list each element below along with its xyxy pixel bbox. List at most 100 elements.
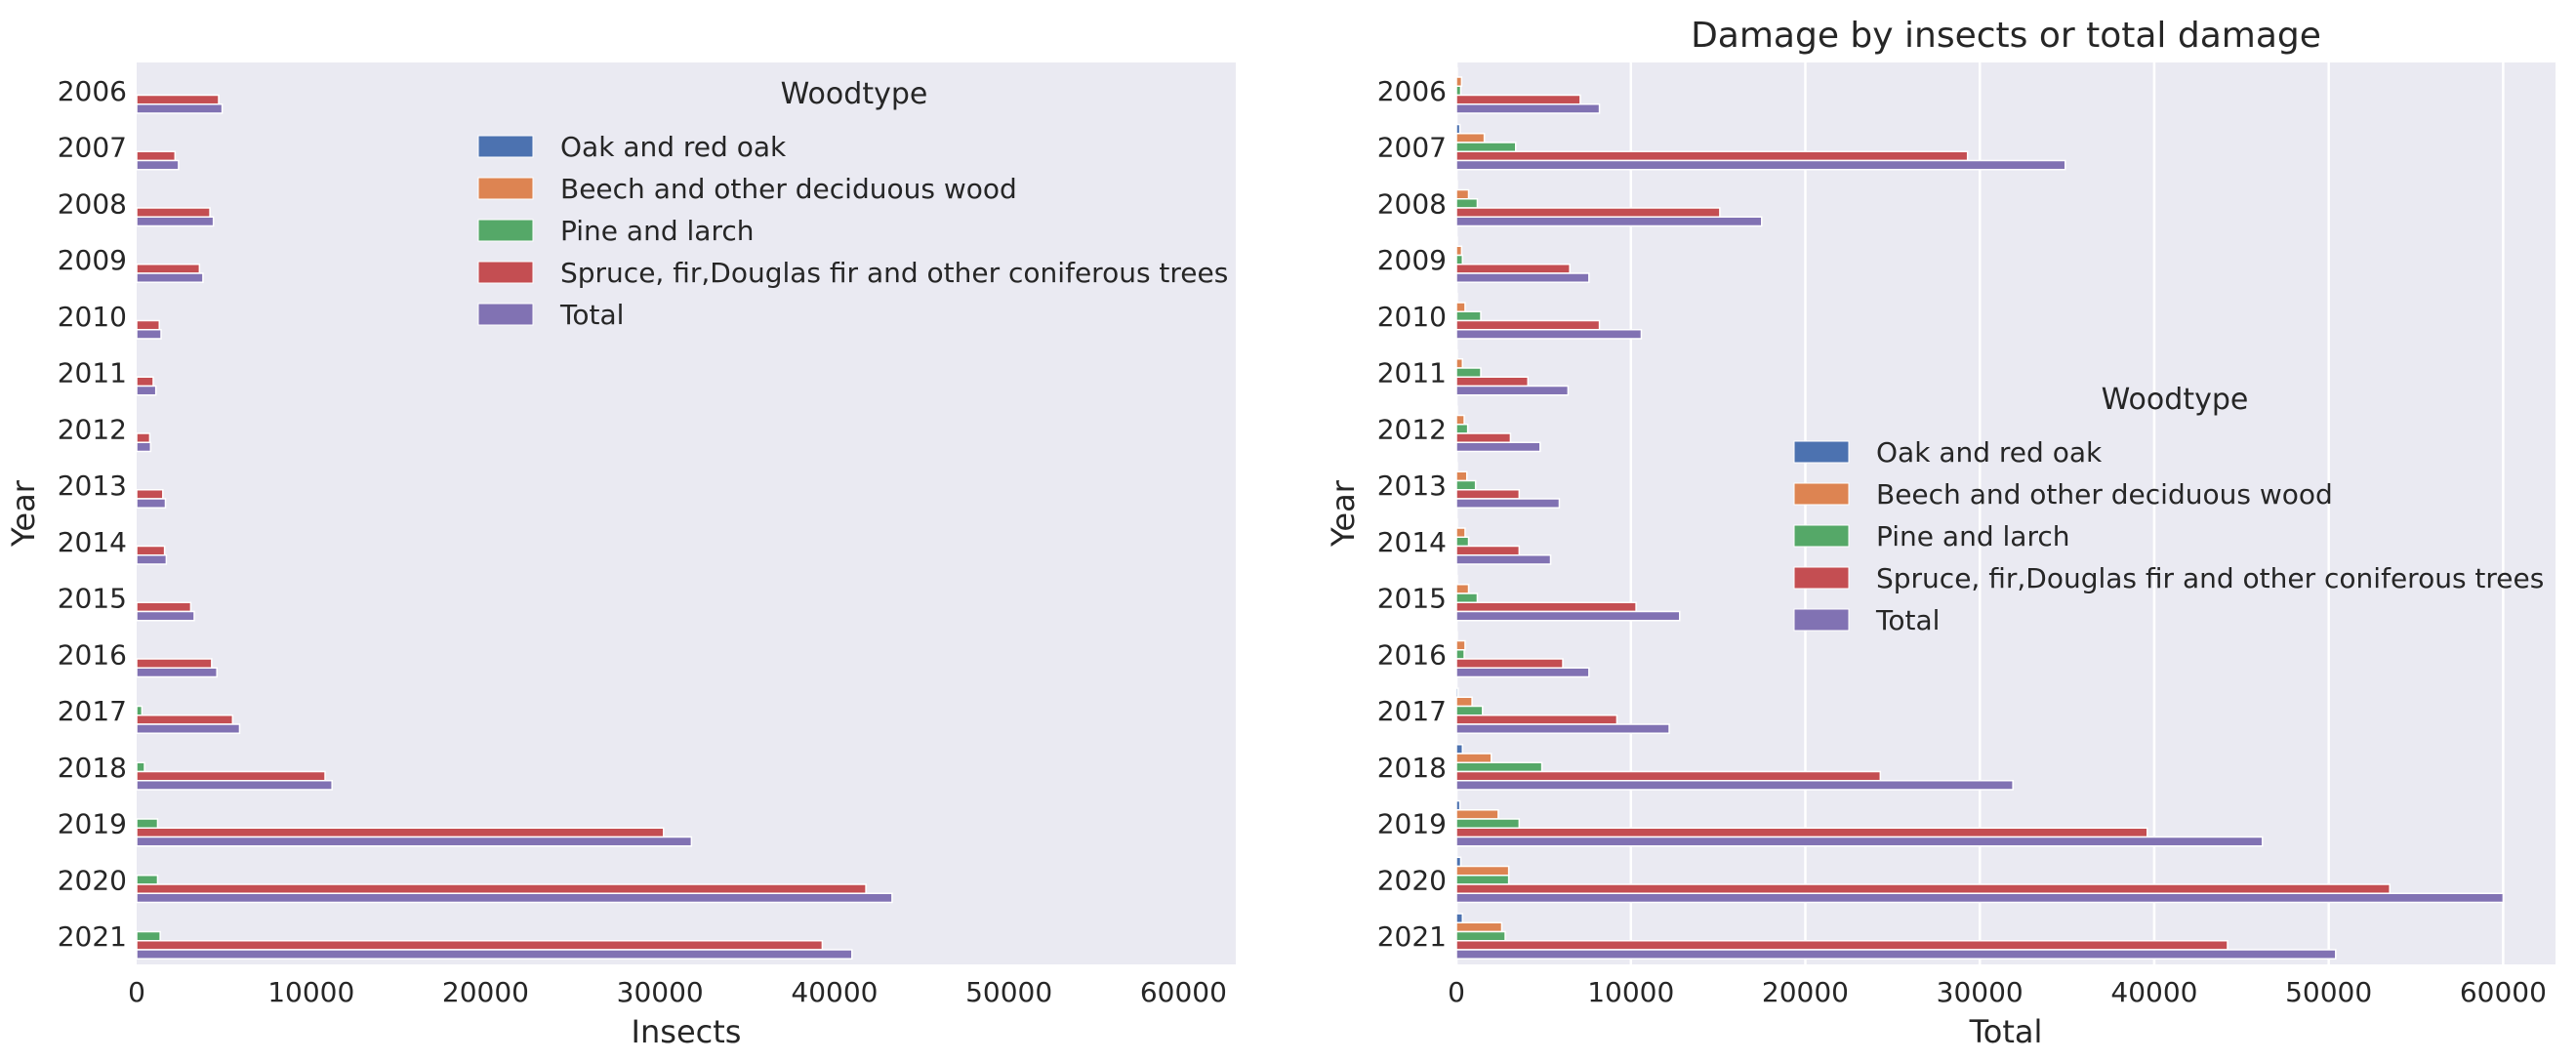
legend-entry: Beech and other deciduous wood xyxy=(560,173,1017,205)
bar-2016-spruce xyxy=(136,658,213,669)
y-tick-label: 2011 xyxy=(1377,357,1447,389)
bar-2006-total xyxy=(1455,102,1601,114)
bar-2012-beech xyxy=(1455,414,1465,426)
bar-2011-total xyxy=(1455,385,1570,396)
bar-2020-pine xyxy=(1455,875,1510,885)
legend-entry: Spruce, fir,Douglas fir and other conife… xyxy=(1876,562,2544,594)
x-tick-label: 60000 xyxy=(2460,976,2547,1008)
bar-2014-spruce xyxy=(1455,545,1521,556)
bar-2016-pine xyxy=(1455,649,1465,660)
bar-2020-pine xyxy=(136,875,159,885)
bar-2019-spruce xyxy=(1455,827,2148,838)
x-tick-label: 30000 xyxy=(1937,976,2024,1008)
y-tick-label: 2015 xyxy=(1377,583,1447,615)
bar-2016-oak xyxy=(1455,631,1458,642)
bar-2012-spruce xyxy=(136,432,151,443)
y-tick-label: 2011 xyxy=(58,357,127,389)
bar-2011-pine xyxy=(1455,367,1482,378)
bar-2006-spruce xyxy=(1455,94,1581,105)
bar-2020-beech xyxy=(1455,865,1510,877)
right-chart-panel: 2006 2007 2008 2009 2010 2011 2012 2013 2014 2015… xyxy=(1325,16,2556,1050)
bar-2009-total xyxy=(1455,272,1590,283)
bar-2013-spruce xyxy=(136,488,164,500)
legend-entry: Beech and other deciduous wood xyxy=(1876,478,2333,511)
bar-2017-oak xyxy=(1455,687,1459,699)
x-axis-label: Total xyxy=(1969,1013,2043,1050)
bar-2021-total xyxy=(1455,949,2337,960)
bar-2021-pine xyxy=(136,930,161,942)
bar-2019-total xyxy=(1455,836,2264,847)
y-tick-label: 2008 xyxy=(58,187,127,220)
bar-2011-spruce xyxy=(1455,376,1530,388)
bar-2010-beech xyxy=(1455,302,1466,313)
legend-entry: Pine and larch xyxy=(560,215,754,247)
bar-2018-spruce xyxy=(1455,770,1882,782)
x-tick-label: 10000 xyxy=(267,976,354,1008)
bar-2015-beech xyxy=(1455,584,1470,594)
legend-swatch xyxy=(1793,482,1850,506)
legend: Woodtype Oak and red oak Beech and other d… xyxy=(477,77,1228,331)
y-tick-label: 2014 xyxy=(58,526,127,558)
bar-2018-pine xyxy=(1455,761,1543,773)
y-tick-label: 2014 xyxy=(1377,526,1447,558)
legend-title: Woodtype xyxy=(781,77,928,111)
bar-2014-pine xyxy=(1455,536,1470,548)
y-tick-label: 2020 xyxy=(1377,864,1447,896)
bar-2011-total xyxy=(136,385,157,396)
bar-2006-oak xyxy=(1455,67,1458,78)
bar-2010-spruce xyxy=(136,319,160,331)
x-tick-label: 0 xyxy=(128,976,145,1008)
y-tick-label: 2017 xyxy=(1377,695,1447,727)
bar-2006-pine xyxy=(1455,85,1462,97)
bar-2019-pine xyxy=(136,818,159,829)
bar-2008-oak xyxy=(1455,180,1458,191)
bar-2007-spruce xyxy=(1455,150,1969,162)
bar-2010-spruce xyxy=(1455,319,1601,331)
legend-entry: Total xyxy=(1875,604,1940,636)
x-tick-label: 40000 xyxy=(791,976,878,1008)
x-tick-label: 60000 xyxy=(1140,976,1227,1008)
bar-2019-beech xyxy=(1455,809,1499,820)
x-axis-label: Insects xyxy=(632,1013,742,1050)
legend-swatch xyxy=(477,219,534,242)
bar-2014-total xyxy=(136,553,168,565)
bar-2015-spruce xyxy=(1455,601,1637,613)
bar-2009-pine xyxy=(1455,254,1464,266)
bar-2012-total xyxy=(136,441,152,453)
bar-2008-spruce xyxy=(1455,207,1721,218)
bar-2020-total xyxy=(136,892,893,904)
legend-swatch xyxy=(477,303,534,326)
y-axis-label: Year xyxy=(1325,479,1362,548)
bar-2017-beech xyxy=(1455,696,1473,708)
bar-2013-total xyxy=(1455,498,1561,509)
bar-2015-total xyxy=(1455,610,1681,622)
bar-2021-spruce xyxy=(136,939,824,951)
bar-2013-pine xyxy=(1455,479,1477,491)
x-tick-label: 0 xyxy=(1448,976,1465,1008)
bar-2015-oak xyxy=(1455,574,1458,586)
bar-2021-beech xyxy=(1455,921,1503,933)
y-tick-label: 2019 xyxy=(58,808,127,840)
bar-2018-pine xyxy=(136,761,145,773)
bar-2019-pine xyxy=(1455,818,1521,829)
bar-2018-beech xyxy=(1455,753,1492,764)
y-tick-label: 2016 xyxy=(1377,638,1447,671)
bar-2021-spruce xyxy=(1455,939,2228,951)
bar-2015-total xyxy=(136,610,195,622)
y-tick-label: 2013 xyxy=(58,470,127,502)
x-tick-label: 10000 xyxy=(1587,976,1674,1008)
bar-2019-oak xyxy=(1455,799,1461,811)
y-tick-label: 2006 xyxy=(1377,75,1447,107)
y-tick-label: 2009 xyxy=(1377,244,1447,276)
bar-2017-spruce xyxy=(136,714,234,725)
legend: Woodtype Oak and red oak Beech and other d… xyxy=(1793,383,2544,636)
bar-2008-beech xyxy=(1455,188,1470,200)
left-chart-panel: 2006 2007 2008 2009 2010 2011 2012 2013 2014 2015… xyxy=(5,62,1236,1050)
bar-2015-pine xyxy=(1455,592,1479,603)
y-tick-label: 2018 xyxy=(58,752,127,784)
y-tick-label: 2015 xyxy=(58,583,127,615)
y-tick-label: 2016 xyxy=(58,638,127,671)
bar-2018-total xyxy=(1455,779,2014,791)
bar-2020-oak xyxy=(1455,856,1462,868)
